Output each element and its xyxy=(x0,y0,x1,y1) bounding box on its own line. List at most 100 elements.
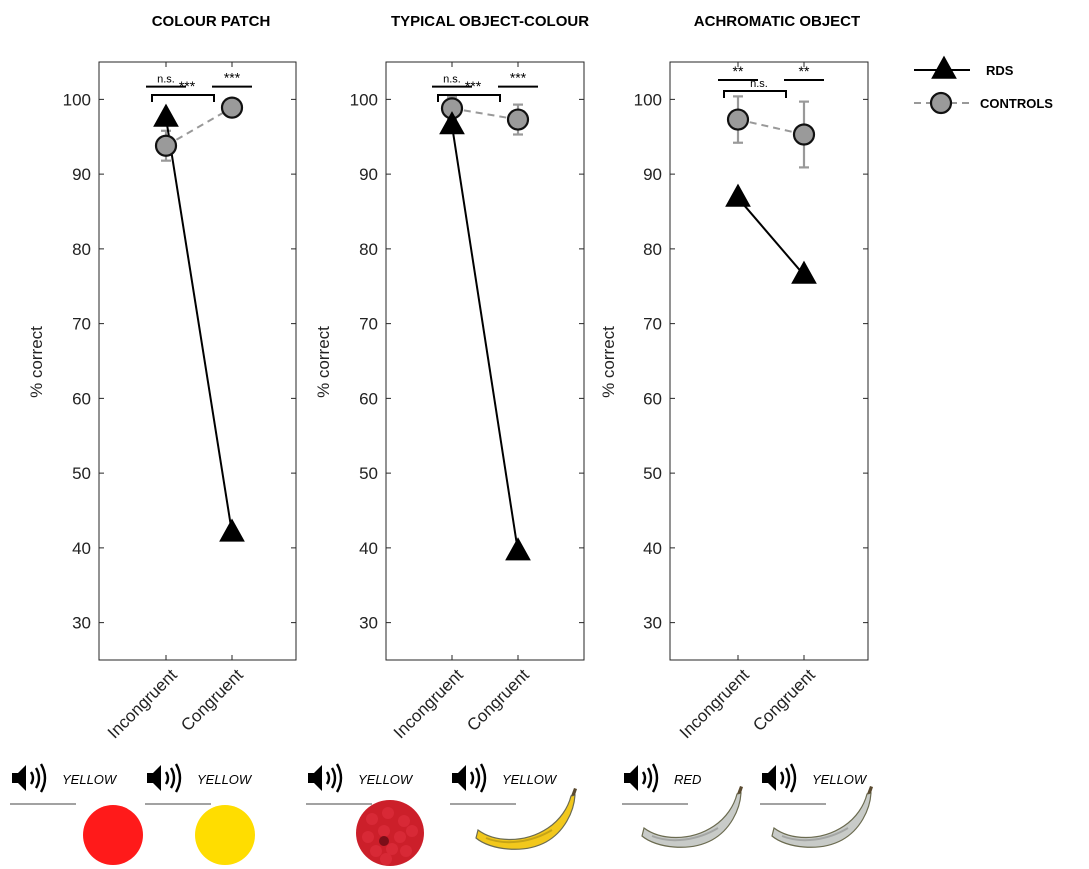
speaker-wave xyxy=(330,767,337,789)
panel-title: TYPICAL OBJECT-COLOUR xyxy=(391,13,589,30)
y-tick-label: 60 xyxy=(359,389,378,408)
grey-banana-picture xyxy=(771,786,873,848)
y-tick-label: 50 xyxy=(643,464,662,483)
speaker-icon xyxy=(762,763,797,793)
y-tick-label: 70 xyxy=(359,315,378,334)
rds-point xyxy=(505,537,531,561)
significance-label: ** xyxy=(799,63,810,79)
y-tick-label: 90 xyxy=(643,165,662,184)
rds-line xyxy=(737,197,805,276)
speaker-icon xyxy=(147,763,182,793)
legend-label: CONTROLS xyxy=(980,96,1053,111)
y-tick-label: 60 xyxy=(643,389,662,408)
controls-line xyxy=(165,106,233,147)
stimulus-word: YELLOW xyxy=(197,772,253,787)
banana-picture xyxy=(475,788,577,850)
banana-ridge xyxy=(485,829,553,844)
x-tick-label: Incongruent xyxy=(390,665,467,742)
y-tick-label: 90 xyxy=(72,165,91,184)
red-patch-picture xyxy=(83,805,143,865)
speaker-wave xyxy=(641,771,647,785)
legend: RDS CONTROLS xyxy=(914,55,1053,115)
rds-point xyxy=(153,103,179,127)
raspberry-drupelet xyxy=(378,825,390,837)
raspberry-hollow xyxy=(379,836,389,846)
speaker-body xyxy=(12,765,26,791)
speaker-icon xyxy=(624,763,659,793)
speaker-wave xyxy=(174,763,182,793)
controls-point xyxy=(792,123,816,146)
circle-icon xyxy=(929,91,953,115)
raspberry-drupelet xyxy=(400,845,412,857)
banana-ridge xyxy=(651,827,719,842)
speaker-body xyxy=(147,765,161,791)
speaker-body xyxy=(762,765,776,791)
legend-label: RDS xyxy=(986,63,1014,78)
significance-label: *** xyxy=(510,70,527,86)
significance-bracket xyxy=(723,90,787,98)
y-axis-label: % correct xyxy=(599,326,618,398)
panel-1: COLOUR PATCH 30 40 50 60 70 80 90 100 Incongruent… xyxy=(10,13,297,865)
banana-stem xyxy=(737,786,743,794)
speaker-icon xyxy=(308,763,343,793)
controls-point xyxy=(154,134,178,157)
y-tick-label: 80 xyxy=(72,240,91,259)
grey-banana-picture xyxy=(641,786,743,848)
panel-3: ACHROMATIC OBJECT 30 40 50 60 70 80 90 100 Incong… xyxy=(599,13,873,848)
y-tick-label: 30 xyxy=(72,614,91,633)
panel-2: TYPICAL OBJECT-COLOUR 30 40 50 60 70 80 90 100 In… xyxy=(306,13,589,866)
speaker-wave xyxy=(335,763,343,793)
controls-point xyxy=(506,108,530,131)
speaker-icon xyxy=(452,763,487,793)
speaker-wave xyxy=(169,767,176,789)
raspberry-drupelet xyxy=(370,845,382,857)
rds-line xyxy=(451,125,519,552)
speaker-body xyxy=(624,765,638,791)
stimulus-word: YELLOW xyxy=(62,772,118,787)
rds-point xyxy=(439,111,465,135)
significance-label: n.s. xyxy=(750,78,768,90)
raspberry-drupelet xyxy=(386,843,398,855)
controls-point xyxy=(726,108,750,131)
speaker-wave xyxy=(34,767,41,789)
rds-point xyxy=(725,183,751,207)
y-tick-label: 70 xyxy=(643,315,662,334)
y-tick-label: 50 xyxy=(359,464,378,483)
y-tick-label: 40 xyxy=(643,539,662,558)
y-tick-label: 40 xyxy=(359,539,378,558)
x-tick-label: Incongruent xyxy=(104,665,181,742)
speaker-body xyxy=(308,765,322,791)
stimulus-word: YELLOW xyxy=(502,772,558,787)
panel-title: COLOUR PATCH xyxy=(152,13,271,30)
speaker-wave xyxy=(651,763,659,793)
raspberry-drupelet xyxy=(406,825,418,837)
stimulus-word: YELLOW xyxy=(358,772,414,787)
speaker-wave xyxy=(469,771,475,785)
y-tick-label: 70 xyxy=(72,315,91,334)
speaker-wave xyxy=(479,763,487,793)
rds-point xyxy=(219,518,245,542)
y-axis-label: % correct xyxy=(314,326,333,398)
x-tick-label: Congruent xyxy=(177,665,247,735)
speaker-wave xyxy=(39,763,47,793)
controls-point xyxy=(220,96,244,119)
raspberry-drupelet xyxy=(394,831,406,843)
rds-point xyxy=(791,260,817,284)
rds-line xyxy=(165,117,233,534)
raspberry-drupelet xyxy=(362,831,374,843)
x-tick-label: Incongruent xyxy=(676,665,753,742)
significance-label: *** xyxy=(465,78,482,94)
x-tick-label: Congruent xyxy=(749,665,819,735)
triangle-icon xyxy=(931,55,957,79)
speaker-wave xyxy=(474,767,481,789)
y-tick-label: 60 xyxy=(72,389,91,408)
y-tick-label: 80 xyxy=(359,240,378,259)
speaker-wave xyxy=(325,771,331,785)
speaker-body xyxy=(452,765,466,791)
axes-box xyxy=(669,61,869,661)
y-tick-label: 50 xyxy=(72,464,91,483)
panel-title: ACHROMATIC OBJECT xyxy=(694,13,860,30)
y-tick-label: 90 xyxy=(359,165,378,184)
banana-stem xyxy=(571,788,577,796)
